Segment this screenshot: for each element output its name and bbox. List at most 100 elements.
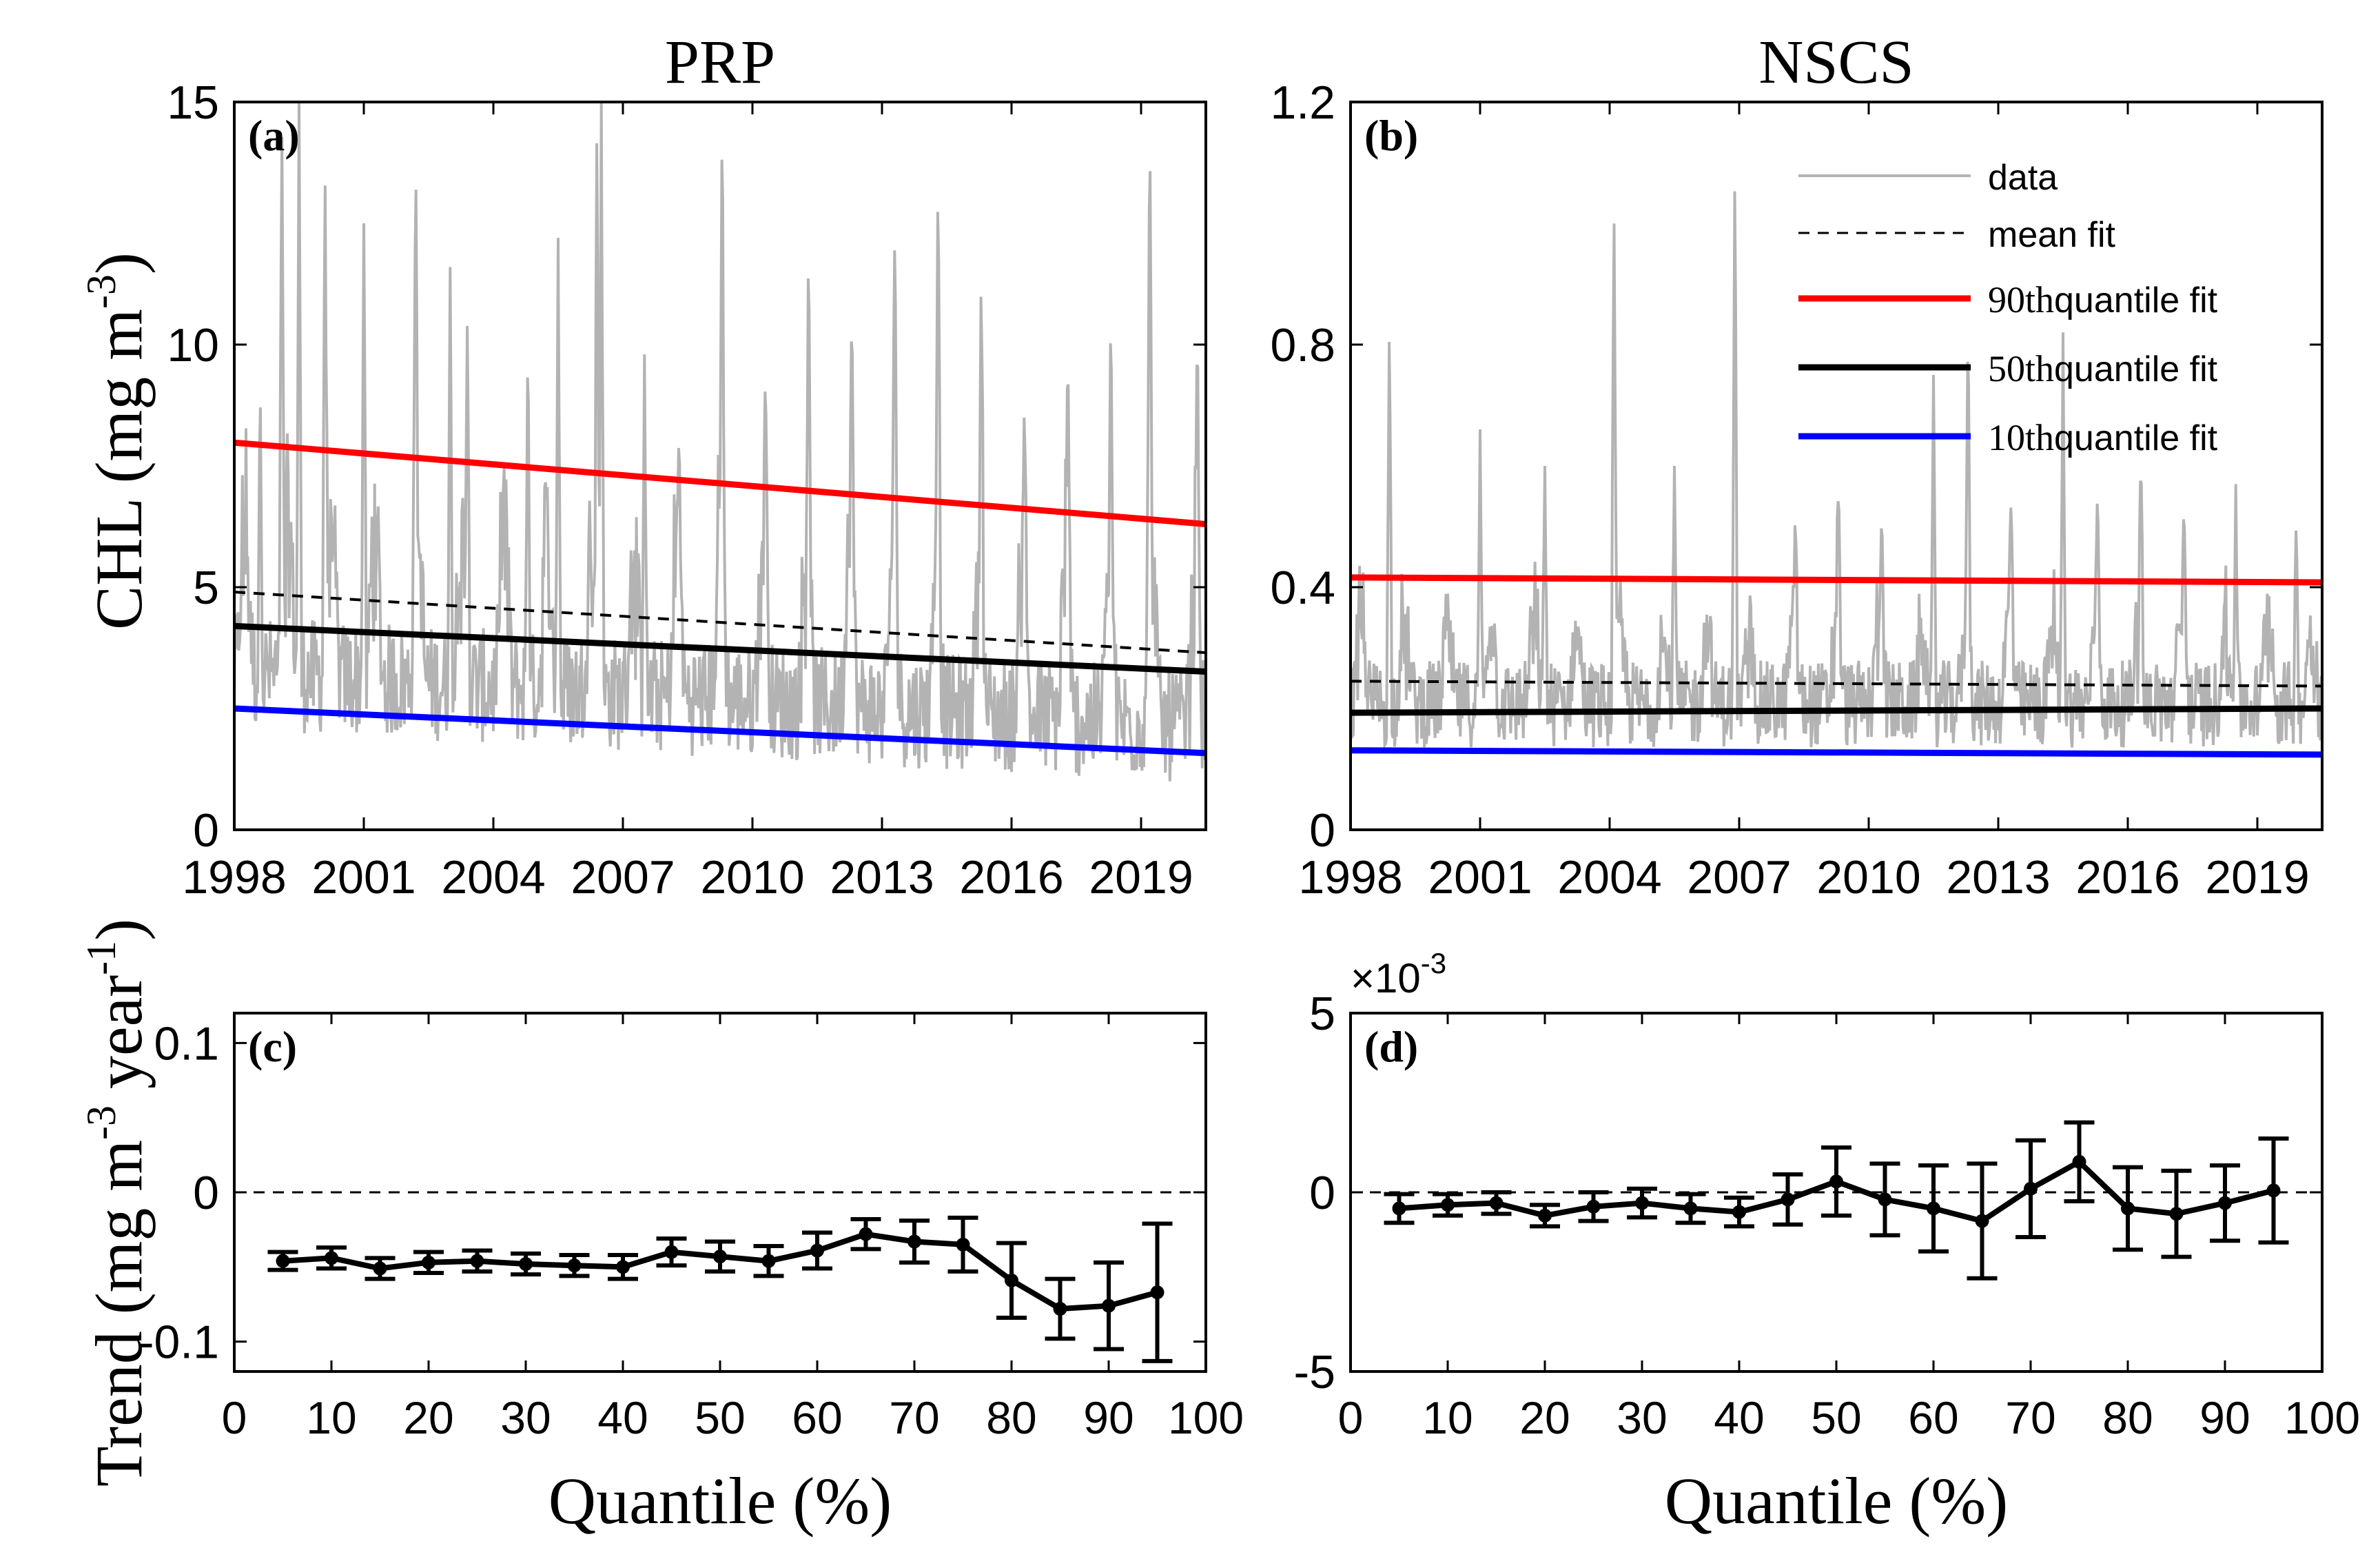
axes-frame-c <box>233 1012 1207 1373</box>
xtick-label-c-5: 50 <box>695 1392 745 1443</box>
ytick-label-a-1: 5 <box>193 562 219 614</box>
point-d-2 <box>1489 1196 1504 1210</box>
fit-line-a-3 <box>234 705 1206 757</box>
xtick-label-a-0: 1998 <box>182 851 286 904</box>
point-c-18 <box>1150 1285 1165 1300</box>
point-c-14 <box>956 1237 970 1252</box>
ylabel-bottom-main: Trend (mg m <box>82 1140 156 1487</box>
xlabel-c: Quantile (%) <box>548 1464 892 1538</box>
point-d-8 <box>1781 1192 1795 1207</box>
fit-line-b-3 <box>1351 747 2322 758</box>
xtick-label-d-8: 80 <box>2102 1392 2153 1443</box>
ytick-label-b-1: 0.4 <box>1270 562 1335 614</box>
panel-label-b: (b) <box>1364 111 1418 160</box>
point-d-0 <box>1392 1201 1406 1216</box>
exponent-d-base: ×10 <box>1351 955 1421 1001</box>
plot-area-a <box>234 102 1206 782</box>
point-d-18 <box>2266 1183 2281 1198</box>
ytick-label-b-2: 0.8 <box>1270 319 1335 371</box>
data-line-a <box>234 102 1206 782</box>
xtick-label-b-0: 1998 <box>1298 851 1402 904</box>
ytick-label-b-3: 1.2 <box>1270 77 1335 129</box>
point-d-4 <box>1586 1199 1601 1214</box>
ylabel-bottom-sup2: -1 <box>79 941 124 975</box>
xtick-label-b-2: 2004 <box>1557 851 1661 904</box>
point-c-11 <box>810 1243 824 1258</box>
point-c-1 <box>325 1251 338 1265</box>
xtick-label-d-0: 0 <box>1338 1392 1364 1443</box>
panel-a: 1998 2001 2004 2007 2010 2013 2016 2019 0 5 10 15 (a… <box>167 77 1207 904</box>
panel-label-d: (d) <box>1364 1022 1418 1071</box>
point-d-7 <box>1732 1205 1746 1219</box>
ytick-label-d-1: 0 <box>1309 1167 1335 1219</box>
legend-prefix-3: 50th <box>1988 348 2054 389</box>
xtick-label-d-4: 40 <box>1714 1392 1764 1443</box>
exponent-d-sup: -3 <box>1421 947 1446 979</box>
point-c-0 <box>276 1254 290 1268</box>
xtick-label-c-3: 30 <box>500 1392 551 1443</box>
legend-label-1: mean fit <box>1988 215 2116 255</box>
plot-area-b <box>1351 191 2322 758</box>
panel-label-a: (a) <box>248 111 300 160</box>
xtick-label-c-10: 100 <box>1168 1392 1244 1443</box>
legend-label-3: 50thquantile fit <box>1988 348 2218 389</box>
xtick-label-c-6: 60 <box>792 1392 842 1443</box>
point-d-14 <box>2072 1154 2086 1169</box>
xtick-label-b-3: 2007 <box>1687 851 1791 904</box>
fit-line-b-0 <box>1351 680 2322 688</box>
point-c-9 <box>713 1250 727 1264</box>
xtick-label-c-1: 10 <box>306 1392 356 1443</box>
xtick-label-a-3: 2007 <box>571 851 675 904</box>
point-c-4 <box>470 1254 484 1268</box>
point-c-6 <box>567 1258 582 1273</box>
legend-label-4: 10thquantile fit <box>1988 417 2218 458</box>
point-c-3 <box>422 1255 435 1269</box>
exponent-d: ×10-3 <box>1351 947 1446 1001</box>
panel-d: 0 10 20 30 40 50 60 70 80 90 100-505(d) <box>1294 988 2361 1443</box>
panel-c: 0 10 20 30 40 50 60 70 80 90 100-0.100.1 (c) <box>139 1012 1244 1443</box>
point-d-12 <box>1975 1214 1989 1228</box>
ytick-label-c-1: 0 <box>193 1167 219 1219</box>
xtick-label-d-6: 60 <box>1908 1392 1958 1443</box>
xtick-label-b-7: 2019 <box>2205 851 2309 904</box>
xtick-label-c-8: 80 <box>986 1392 1036 1443</box>
ylabel-top: CHL (mg m-3) <box>79 252 156 630</box>
ylabel-top-main: CHL (mg m <box>82 309 156 630</box>
title-a: PRP <box>665 28 775 96</box>
ytick-label-d-0: -5 <box>1294 1346 1335 1398</box>
legend-label-0: data <box>1988 158 2058 198</box>
xtick-label-b-5: 2013 <box>1946 851 2050 904</box>
point-c-8 <box>664 1245 679 1259</box>
plot-area-d <box>1351 1120 2322 1281</box>
ytick-label-b-0: 0 <box>1309 804 1335 857</box>
point-d-16 <box>2169 1207 2184 1221</box>
point-d-17 <box>2218 1196 2232 1210</box>
xtick-label-b-6: 2016 <box>2075 851 2179 904</box>
axes-frame-d <box>1349 1012 2323 1373</box>
legend-text-4: quantile fit <box>2054 418 2218 458</box>
ylabel-bottom: Trend (mg m-3 year-1) <box>79 919 156 1487</box>
point-d-1 <box>1441 1198 1455 1212</box>
point-c-5 <box>519 1257 533 1271</box>
ytick-label-a-3: 15 <box>167 77 219 129</box>
xtick-label-a-2: 2004 <box>441 851 545 904</box>
point-d-13 <box>2024 1181 2038 1196</box>
legend-prefix-2: 90th <box>1988 279 2054 320</box>
point-c-15 <box>1005 1273 1018 1287</box>
xtick-label-d-5: 50 <box>1811 1392 1861 1443</box>
xtick-label-b-1: 2001 <box>1428 851 1532 904</box>
xtick-label-a-6: 2016 <box>959 851 1063 904</box>
xtick-label-c-4: 40 <box>597 1392 648 1443</box>
fit-line-a-1 <box>234 439 1206 527</box>
point-d-9 <box>1829 1174 1843 1189</box>
point-c-13 <box>907 1234 921 1249</box>
axes-frame-b <box>1349 101 2323 831</box>
xlabel-d: Quantile (%) <box>1665 1464 2008 1538</box>
ytick-label-a-2: 10 <box>167 319 219 371</box>
ylabel-bottom-mid: year <box>82 975 156 1105</box>
xtick-label-d-2: 20 <box>1519 1392 1570 1443</box>
ylabel-top-close: ) <box>82 252 156 274</box>
panel-label-c: (c) <box>248 1022 297 1071</box>
ytick-label-c-0: -0.1 <box>139 1316 219 1369</box>
point-d-11 <box>1927 1201 1940 1216</box>
